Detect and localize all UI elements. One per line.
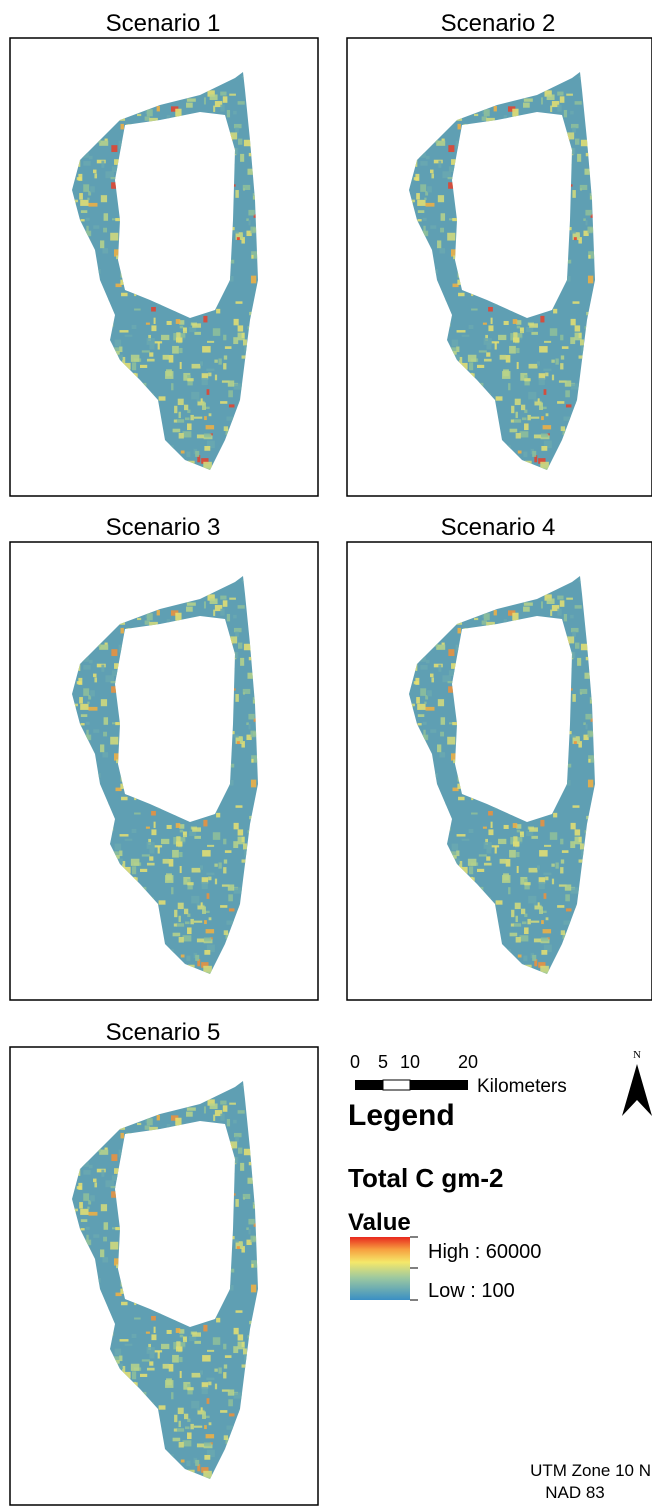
scale-bar: 0 5 10 20 Kilometers [350, 1052, 567, 1097]
scale-tick: 0 [350, 1052, 360, 1072]
panel-title: Scenario 1 [106, 10, 221, 37]
panel-title: Scenario 5 [106, 1019, 221, 1046]
legend-field: Value [348, 1209, 411, 1236]
panel-title: Scenario 3 [106, 514, 221, 541]
legend-low: Low : 100 [428, 1280, 515, 1302]
scale-tick: 20 [458, 1052, 478, 1072]
scale-tick: 5 [378, 1052, 388, 1072]
legend-high: High : 60000 [428, 1241, 541, 1263]
figure: Scenario 1 Scenario 2 Scenario 3 Scenario 4… [0, 0, 652, 1509]
north-arrow: N [622, 1049, 652, 1116]
color-ramp [350, 1237, 410, 1300]
scale-tick: 10 [400, 1052, 420, 1072]
map-panels: Scenario 1 Scenario 2 Scenario 3 Scenario 4… [10, 10, 652, 1505]
legend-title: Legend [348, 1099, 455, 1132]
projection-datum: NAD 83 [545, 1483, 605, 1502]
legend-layer: Total C gm-2 [348, 1163, 504, 1193]
scale-unit: Kilometers [477, 1076, 567, 1097]
panel-title: Scenario 4 [441, 514, 556, 541]
panel-title: Scenario 2 [441, 10, 556, 37]
north-label: N [633, 1049, 641, 1061]
projection-zone: UTM Zone 10 N [530, 1461, 651, 1480]
